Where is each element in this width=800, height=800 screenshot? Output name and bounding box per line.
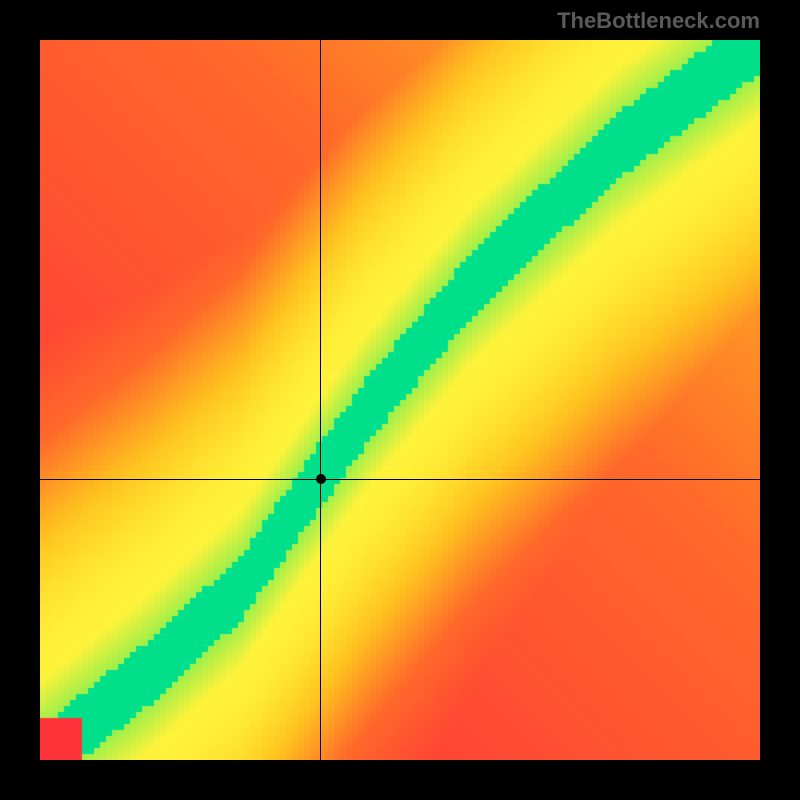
crosshair-horizontal <box>40 479 760 480</box>
crosshair-vertical <box>320 40 321 760</box>
heatmap-chart <box>40 40 760 760</box>
heatmap-canvas <box>40 40 760 760</box>
crosshair-marker <box>316 474 326 484</box>
watermark-text: TheBottleneck.com <box>557 8 760 34</box>
